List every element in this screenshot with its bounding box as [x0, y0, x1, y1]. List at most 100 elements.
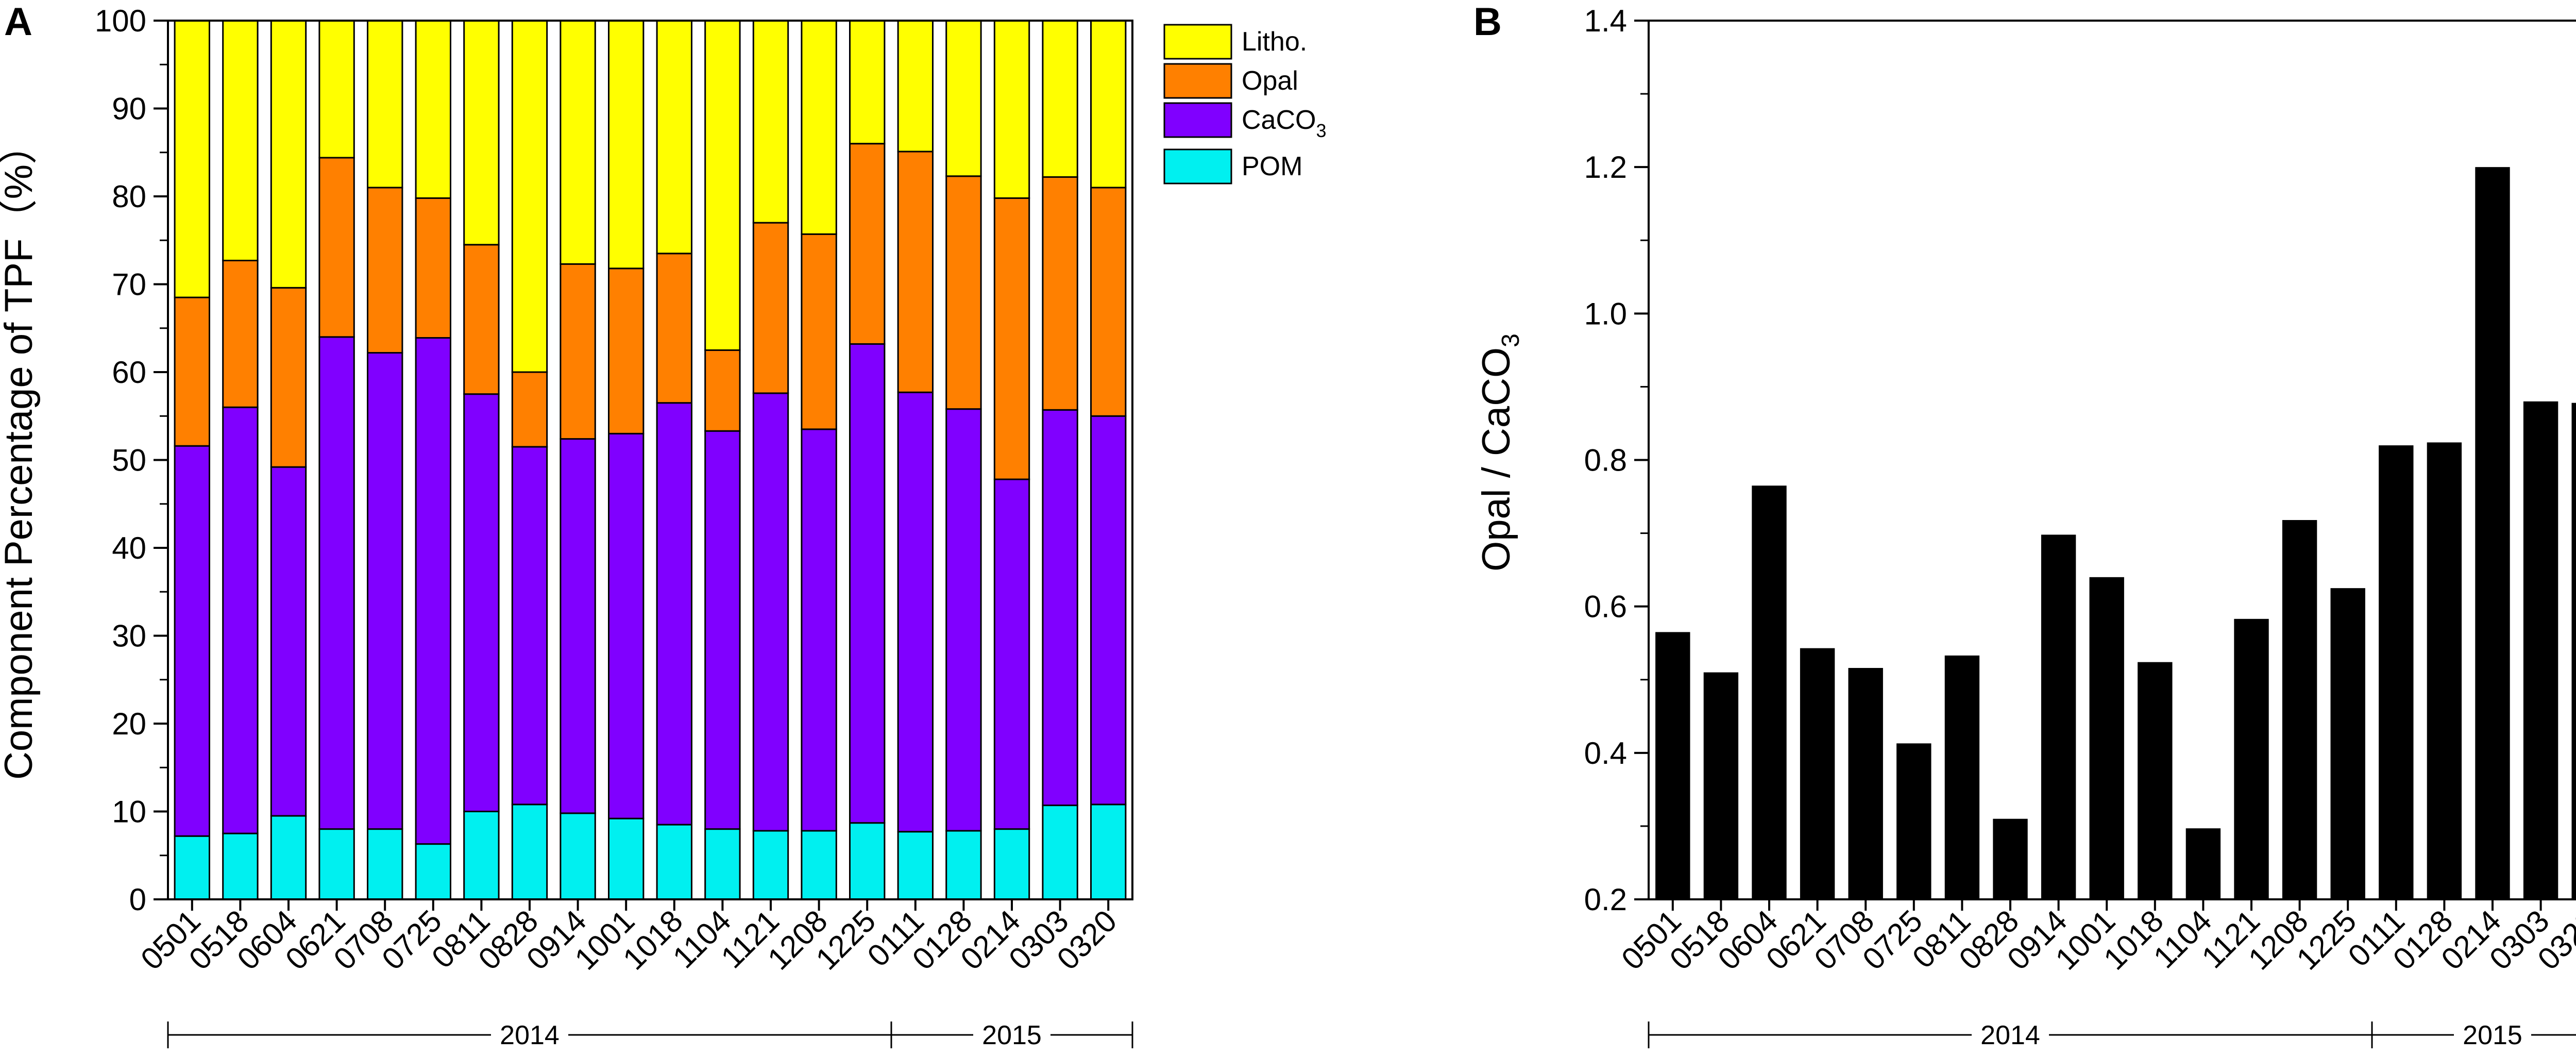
- b-y-tick-label: 1.4: [1584, 4, 1627, 38]
- a-bar-litho-0604: [270, 20, 307, 289]
- a-bar-caco3-0604: [270, 466, 307, 817]
- legend-swatch-caco3: [1163, 102, 1232, 138]
- a-bar-opal-0501: [174, 296, 210, 447]
- a-bar-caco3-1104: [704, 430, 741, 830]
- panel-b-x-labels: 0501051806040621070807250811082809141001…: [1615, 899, 2576, 977]
- b-bar-0828: [1993, 818, 2028, 899]
- a-bar-caco3-1208: [801, 428, 837, 832]
- a-bar-litho-1001: [608, 20, 645, 270]
- a-y-tick-label: 20: [112, 707, 146, 741]
- a-bar-pom-1121: [752, 830, 789, 900]
- legend-label-caco3-sub: 3: [1316, 120, 1326, 141]
- a-bar-caco3-0725: [415, 337, 451, 845]
- b-y-tick-label: 0.4: [1584, 736, 1627, 771]
- a-bar-pom-0303: [1042, 805, 1078, 900]
- a-bar-caco3-0811: [463, 393, 500, 812]
- panel-a-plot-frame: [167, 20, 1133, 900]
- a-bar-opal-1018: [656, 253, 692, 404]
- a-bar-opal-0111: [897, 150, 934, 393]
- legend-label-caco3: CaCO3: [1242, 105, 1327, 141]
- a-bar-pom-0725: [415, 843, 451, 900]
- b-bar-1104: [2185, 828, 2221, 899]
- a-bar-opal-0303: [1042, 176, 1078, 411]
- b-bar-0320: [2571, 403, 2576, 899]
- b-y-tick-label: 0.2: [1584, 882, 1627, 917]
- panel-b-y-axis-title: Opal / CaCO3: [1475, 333, 1524, 572]
- a-bar-opal-1225: [849, 143, 886, 345]
- a-y-tick-label: 60: [112, 355, 146, 390]
- panel-a-legend: Litho. Opal CaCO3 POM: [1163, 24, 1327, 185]
- a-bar-pom-0518: [222, 832, 259, 900]
- a-bar-litho-0111: [897, 20, 934, 153]
- a-bar-litho-0828: [511, 20, 548, 373]
- a-bar-litho-0725: [415, 20, 451, 199]
- a-bar-litho-0320: [1090, 20, 1127, 189]
- panel-b-y-ticks: 0.2 0.4 0.6 0.8 1.0 1.2 1.4: [1584, 4, 1649, 917]
- a-bar-opal-1104: [704, 349, 741, 432]
- a-bar-pom-0811: [463, 811, 500, 900]
- a-bar-opal-0320: [1090, 187, 1127, 417]
- a-bar-caco3-0518: [222, 406, 259, 834]
- a-bar-pom-0914: [560, 812, 596, 900]
- b-bar-0518: [1703, 672, 1739, 899]
- a-bar-opal-0708: [367, 187, 403, 354]
- panel-a: A Component Percentage of TPF（%） 0102030…: [0, 0, 1327, 1050]
- panel-a-x-labels: 0501051806040621070807250811082809141001…: [134, 899, 1123, 977]
- a-bar-litho-0303: [1042, 20, 1078, 178]
- a-bar-pom-0128: [945, 830, 982, 900]
- a-bar-pom-1018: [656, 824, 692, 900]
- b-bar-0501: [1655, 632, 1690, 899]
- legend-swatch-pom: [1163, 148, 1232, 185]
- a-bar-pom-0708: [367, 828, 403, 900]
- a-bar-caco3-0708: [367, 351, 403, 830]
- a-bar-pom-1001: [608, 817, 645, 900]
- a-bar-opal-0725: [415, 197, 451, 339]
- a-bar-pom-0621: [318, 828, 355, 900]
- a-bar-opal-0214: [993, 197, 1030, 480]
- a-bar-pom-0501: [174, 835, 210, 900]
- b-y-tick-label: 1.0: [1584, 296, 1627, 331]
- panel-a-y-axis-title: Component Percentage of TPF（%）: [0, 125, 41, 780]
- a-bar-pom-0111: [897, 831, 934, 900]
- b-bar-0111: [2379, 445, 2414, 899]
- a-y-tick-label: 100: [95, 4, 146, 38]
- a-y-tick-label: 80: [112, 179, 146, 214]
- a-bar-litho-1225: [849, 20, 886, 145]
- a-bar-opal-0828: [511, 371, 548, 448]
- legend-label-caco3-main: CaCO: [1242, 105, 1316, 135]
- a-bar-caco3-1225: [849, 343, 886, 824]
- legend-label-opal: Opal: [1242, 66, 1298, 96]
- legend-label-pom: POM: [1242, 152, 1302, 181]
- panel-a-year-groups: 2014 2015: [167, 1020, 1133, 1050]
- a-y-tick-label: 90: [112, 92, 146, 126]
- panel-b-bars: [1655, 167, 2576, 900]
- b-bar-0811: [1944, 655, 1980, 899]
- a-bar-opal-0621: [318, 157, 355, 338]
- legend-swatch-opal: [1163, 63, 1232, 99]
- a-bar-litho-1121: [752, 20, 789, 224]
- panel-b-letter: B: [1473, 0, 1502, 44]
- a-bar-opal-1208: [801, 233, 837, 430]
- a-bar-opal-0128: [945, 175, 982, 410]
- a-bar-litho-0914: [560, 20, 596, 265]
- a-bar-caco3-0914: [560, 438, 596, 814]
- b-bar-0604: [1752, 485, 1787, 899]
- b-bar-0303: [2523, 401, 2558, 899]
- panel-a-bars: [174, 20, 1127, 900]
- a-bar-pom-0604: [270, 815, 307, 900]
- a-bar-caco3-0111: [897, 391, 934, 833]
- a-y-tick-label: 70: [112, 267, 146, 302]
- a-bar-opal-0914: [560, 263, 596, 440]
- panel-a-letter: A: [4, 0, 32, 44]
- b-bar-0214: [2475, 167, 2510, 900]
- a-bar-pom-0828: [511, 803, 548, 900]
- a-bar-opal-1001: [608, 267, 645, 434]
- a-bar-caco3-0128: [945, 408, 982, 832]
- a-bar-opal-0518: [222, 259, 259, 408]
- a-bar-litho-1104: [704, 20, 741, 351]
- b-bar-0128: [2427, 442, 2462, 899]
- a-bar-litho-0518: [222, 20, 259, 261]
- b-y-tick-label: 1.2: [1584, 150, 1627, 185]
- a-y-tick-label: 50: [112, 443, 146, 478]
